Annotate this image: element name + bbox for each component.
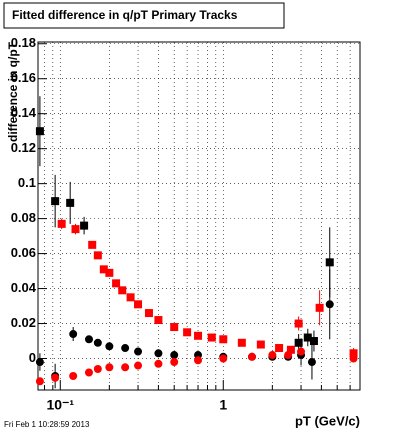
marker-circle xyxy=(325,300,334,309)
marker-circle xyxy=(93,338,102,347)
marker-square xyxy=(105,268,114,277)
marker-circle xyxy=(35,377,44,386)
marker-circle xyxy=(121,363,130,372)
y-axis-label: difference in q/pT xyxy=(6,41,20,142)
x-axis-label: pT (GeV/c) xyxy=(295,413,360,428)
marker-square xyxy=(88,240,97,249)
marker-circle xyxy=(307,358,316,367)
x-tick-label: 10⁻¹ xyxy=(46,397,74,413)
y-tick-label: 0.14 xyxy=(11,105,37,120)
marker-square xyxy=(237,338,246,347)
y-tick-label: 0.12 xyxy=(11,140,36,155)
marker-square xyxy=(93,251,102,260)
marker-square xyxy=(303,333,312,342)
marker-square xyxy=(194,331,203,340)
y-tick-label: 0.04 xyxy=(11,280,37,295)
marker-square xyxy=(183,328,192,337)
marker-square xyxy=(71,225,80,234)
marker-circle xyxy=(284,351,293,360)
marker-square xyxy=(99,265,108,274)
marker-circle xyxy=(134,347,143,356)
marker-square xyxy=(80,221,89,230)
marker-circle xyxy=(297,347,306,356)
marker-circle xyxy=(134,361,143,370)
marker-circle xyxy=(35,358,44,367)
plot-frame xyxy=(37,41,361,391)
marker-circle xyxy=(247,352,256,361)
marker-square xyxy=(66,198,75,207)
y-tick-label: 0 xyxy=(29,350,36,365)
marker-square xyxy=(219,335,228,344)
marker-circle xyxy=(219,354,228,363)
marker-square xyxy=(112,279,121,288)
marker-circle xyxy=(170,358,179,367)
marker-square xyxy=(207,333,216,342)
marker-square xyxy=(256,340,265,349)
chart-title: Fitted difference in q/pT Primary Tracks xyxy=(12,8,238,22)
marker-square xyxy=(275,344,284,353)
marker-square xyxy=(349,349,358,358)
marker-square xyxy=(118,286,127,295)
marker-circle xyxy=(105,342,114,351)
marker-square xyxy=(294,319,303,328)
marker-square xyxy=(126,293,135,302)
marker-square xyxy=(325,258,334,267)
marker-circle xyxy=(170,351,179,360)
marker-circle xyxy=(154,349,163,358)
marker-square xyxy=(170,323,179,332)
marker-square xyxy=(144,309,153,318)
y-tick-label: 0.18 xyxy=(11,35,36,50)
x-tick-label: 1 xyxy=(219,397,227,413)
y-tick-label: 0.02 xyxy=(11,315,36,330)
marker-circle xyxy=(51,373,60,382)
marker-square xyxy=(154,316,163,325)
marker-square xyxy=(57,219,66,228)
marker-square xyxy=(294,338,303,347)
y-tick-label: 0.1 xyxy=(18,175,36,190)
title-box xyxy=(3,2,285,29)
marker-circle xyxy=(154,359,163,368)
marker-square xyxy=(315,303,324,312)
marker-circle xyxy=(84,368,93,377)
marker-square xyxy=(286,345,295,354)
marker-circle xyxy=(194,356,203,365)
marker-square xyxy=(51,197,60,206)
marker-square xyxy=(309,337,318,346)
marker-circle xyxy=(93,365,102,374)
footer: Fri Feb 1 10:28:59 2013 xyxy=(4,420,90,429)
marker-circle xyxy=(121,344,130,353)
y-tick-label: 0.08 xyxy=(11,210,36,225)
marker-circle xyxy=(105,363,114,372)
marker-circle xyxy=(84,335,93,344)
y-tick-label: 0.06 xyxy=(11,245,36,260)
marker-circle xyxy=(69,372,78,381)
marker-circle xyxy=(69,330,78,339)
marker-circle xyxy=(349,354,358,363)
marker-square xyxy=(35,127,44,136)
marker-square xyxy=(134,300,143,309)
marker-circle xyxy=(268,351,277,360)
y-tick-label: 0.16 xyxy=(11,70,36,85)
